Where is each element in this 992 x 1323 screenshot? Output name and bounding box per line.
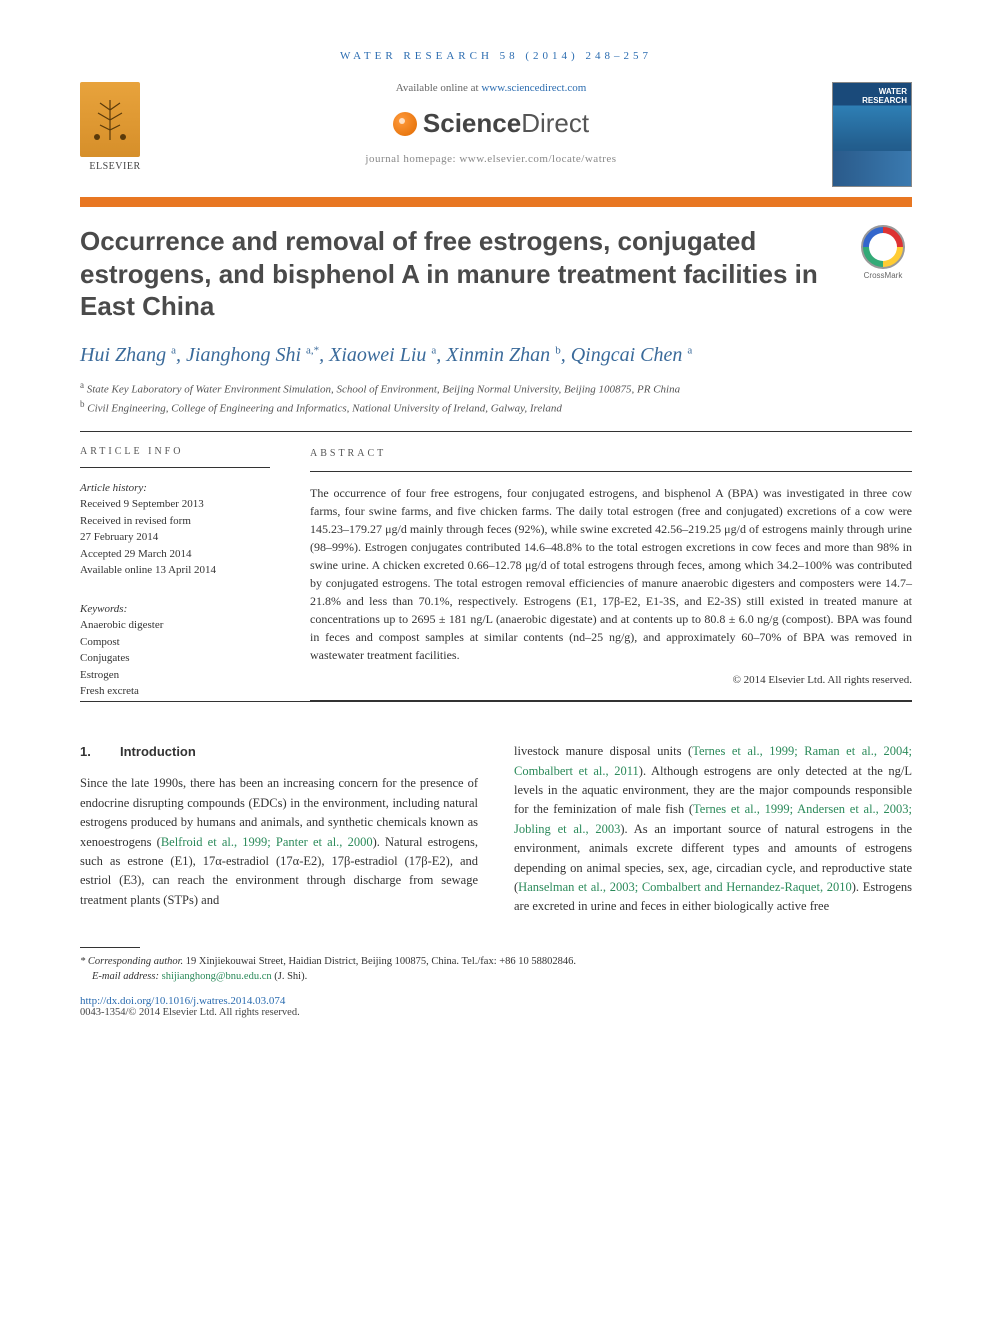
history-title: Article history: bbox=[80, 482, 147, 494]
elsevier-tree-icon bbox=[80, 82, 140, 157]
divider bbox=[310, 471, 912, 472]
elsevier-logo: ELSEVIER bbox=[80, 82, 150, 172]
crossmark-icon bbox=[861, 225, 905, 269]
history-line: Accepted 29 March 2014 bbox=[80, 546, 270, 563]
masthead: ELSEVIER Available online at www.science… bbox=[80, 82, 912, 187]
keywords-title: Keywords: bbox=[80, 603, 127, 615]
sciencedirect-logo: ScienceDirect bbox=[393, 108, 589, 139]
footnote-rule bbox=[80, 947, 140, 948]
history-line: Available online 13 April 2014 bbox=[80, 562, 270, 579]
article-info-label: ARTICLE INFO bbox=[80, 446, 270, 457]
journal-cover-icon bbox=[832, 82, 912, 187]
citation-link[interactable]: Hanselman et al., 2003; Combalbert and H… bbox=[518, 880, 852, 894]
affiliations: a State Key Laboratory of Water Environm… bbox=[80, 379, 912, 417]
citation-link[interactable]: Belfroid et al., 1999; Panter et al., 20… bbox=[161, 835, 373, 849]
divider bbox=[310, 700, 912, 701]
divider bbox=[80, 431, 912, 432]
keywords-block: Keywords: Anaerobic digesterCompostConju… bbox=[80, 601, 270, 700]
keyword: Compost bbox=[80, 634, 270, 651]
email-label: E-mail address: bbox=[92, 971, 162, 982]
sciencedirect-wordmark: ScienceDirect bbox=[423, 108, 589, 139]
divider bbox=[80, 701, 912, 702]
email-suffix: (J. Shi). bbox=[272, 971, 308, 982]
keyword: Fresh excreta bbox=[80, 683, 270, 700]
journal-homepage: journal homepage: www.elsevier.com/locat… bbox=[170, 153, 812, 165]
elsevier-wordmark: ELSEVIER bbox=[80, 161, 150, 172]
email-link[interactable]: shijianghong@bnu.edu.cn bbox=[162, 971, 272, 982]
corr-label: * Corresponding author. bbox=[80, 956, 183, 967]
divider bbox=[80, 467, 270, 468]
history-line: 27 February 2014 bbox=[80, 529, 270, 546]
body-paragraph: Since the late 1990s, there has been an … bbox=[80, 774, 478, 910]
corr-text: 19 Xinjiekouwai Street, Haidian District… bbox=[183, 956, 576, 967]
keyword: Conjugates bbox=[80, 650, 270, 667]
issn-line: 0043-1354/© 2014 Elsevier Ltd. All right… bbox=[80, 1007, 912, 1018]
affiliation: b Civil Engineering, College of Engineer… bbox=[80, 398, 912, 417]
doi-line: http://dx.doi.org/10.1016/j.watres.2014.… bbox=[80, 995, 912, 1007]
doi-link[interactable]: http://dx.doi.org/10.1016/j.watres.2014.… bbox=[80, 995, 285, 1007]
body-text: livestock manure disposal units ( bbox=[514, 744, 692, 758]
history-line: Received 9 September 2013 bbox=[80, 496, 270, 513]
author-list: Hui Zhang a, Jianghong Shi a,*, Xiaowei … bbox=[80, 341, 912, 369]
article-history: Article history: Received 9 September 20… bbox=[80, 480, 270, 579]
keyword: Anaerobic digester bbox=[80, 617, 270, 634]
sciencedirect-link[interactable]: www.sciencedirect.com bbox=[481, 82, 586, 94]
abstract-copyright: © 2014 Elsevier Ltd. All rights reserved… bbox=[310, 672, 912, 689]
abstract-text: The occurrence of four free estrogens, f… bbox=[310, 484, 912, 664]
section-title: Introduction bbox=[120, 744, 196, 759]
body-paragraph: livestock manure disposal units (Ternes … bbox=[514, 742, 912, 916]
keyword: Estrogen bbox=[80, 667, 270, 684]
orange-divider bbox=[80, 197, 912, 207]
running-head: WATER RESEARCH 58 (2014) 248–257 bbox=[80, 50, 912, 62]
availability-line: Available online at www.sciencedirect.co… bbox=[170, 82, 812, 94]
crossmark-label: CrossMark bbox=[864, 271, 903, 280]
article-title: Occurrence and removal of free estrogens… bbox=[80, 225, 830, 323]
affiliation: a State Key Laboratory of Water Environm… bbox=[80, 379, 912, 398]
corresponding-author-footnote: * Corresponding author. 19 Xinjiekouwai … bbox=[80, 954, 912, 986]
abstract-label: ABSTRACT bbox=[310, 446, 912, 461]
journal-cover bbox=[832, 82, 912, 187]
availability-prefix: Available online at bbox=[396, 82, 482, 94]
section-heading: 1.Introduction bbox=[80, 742, 478, 762]
sciencedirect-ball-icon bbox=[393, 112, 417, 136]
history-line: Received in revised form bbox=[80, 513, 270, 530]
body-columns: 1.Introduction Since the late 1990s, the… bbox=[80, 742, 912, 916]
section-number: 1. bbox=[80, 742, 120, 762]
crossmark-button[interactable]: CrossMark bbox=[854, 225, 912, 280]
